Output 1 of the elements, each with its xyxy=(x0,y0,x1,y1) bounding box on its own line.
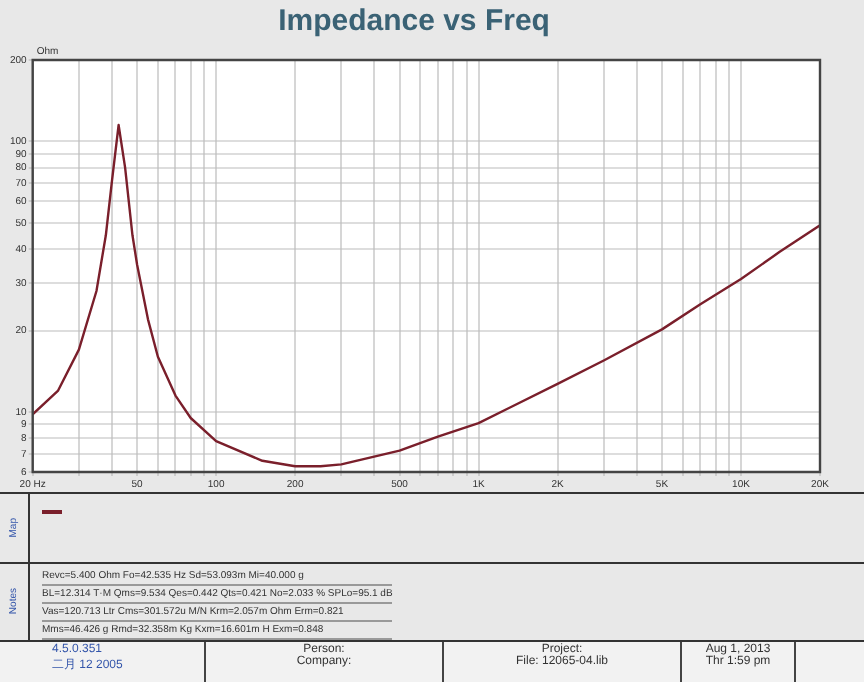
chart-title: Impedance vs Freq xyxy=(278,4,550,39)
